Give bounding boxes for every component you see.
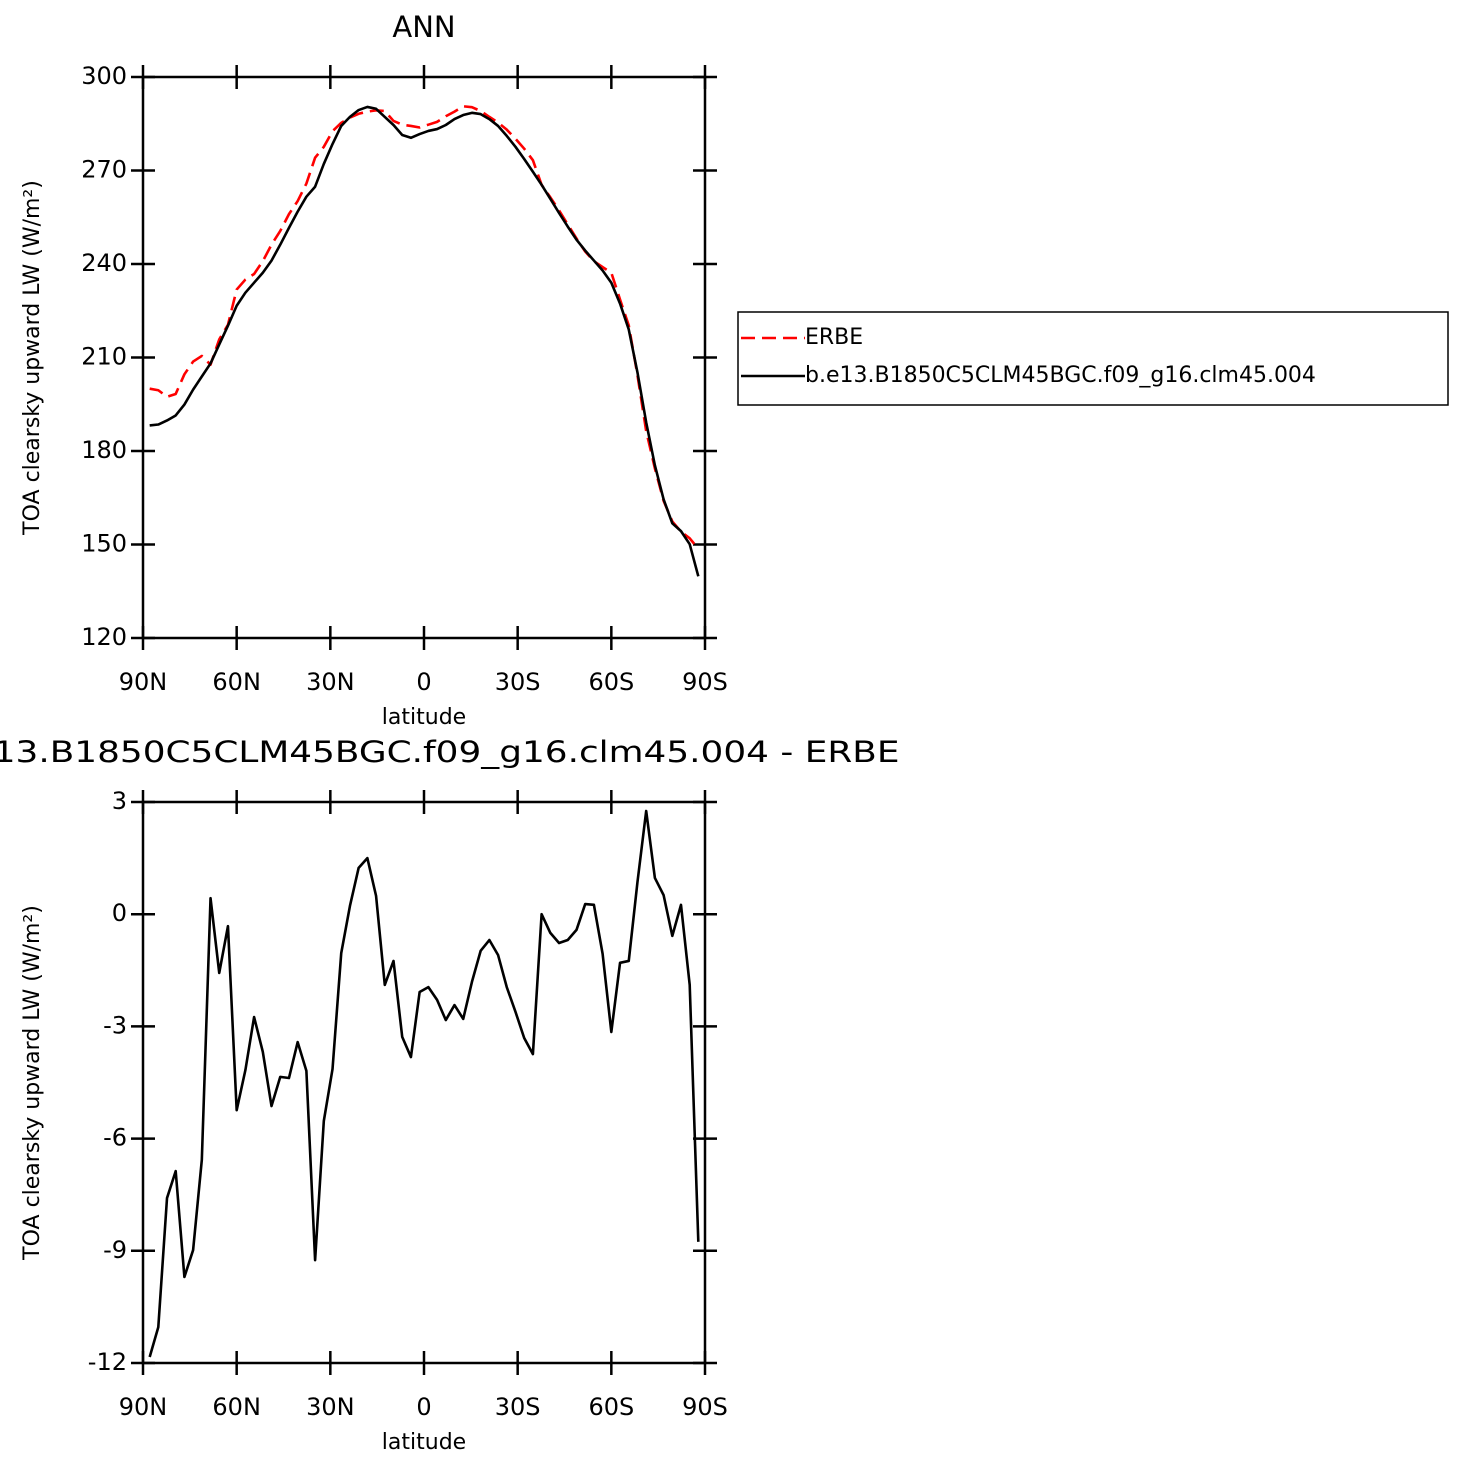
y-tick-label: 240: [81, 249, 127, 277]
x-tick-label: 60S: [588, 1393, 634, 1421]
x-tick-label: 0: [416, 668, 431, 696]
x-axis-label: latitude: [382, 705, 466, 730]
data-line: [149, 105, 700, 577]
y-tick-label: -9: [103, 1236, 127, 1264]
x-tick-label: 30S: [495, 1393, 541, 1421]
y-tick-label: -12: [88, 1348, 127, 1376]
x-tick-label: 60N: [212, 668, 261, 696]
x-tick-label: 90N: [119, 1393, 168, 1421]
x-axis-label: latitude: [382, 1430, 466, 1455]
x-tick-label: 90S: [682, 668, 728, 696]
x-tick-label: 60S: [588, 668, 634, 696]
plot-frame: [141, 75, 707, 640]
y-tick-label: 150: [81, 530, 127, 558]
y-axis-label: TOA clearsky upward LW (W/m²): [20, 180, 45, 536]
legend-box: [737, 311, 1449, 406]
y-tick-label: -3: [103, 1011, 127, 1039]
x-tick-label: 30N: [306, 1393, 355, 1421]
y-tick-label: 0: [112, 899, 127, 927]
y-tick-label: 270: [81, 156, 127, 184]
x-tick-label: 60N: [212, 1393, 261, 1421]
legend-label: ERBE: [805, 325, 863, 350]
plot-frame: [141, 800, 707, 1365]
legend: ERBE b.e13.B1850C5CLM45BGC.f09_g16.clm45.…: [737, 311, 1449, 406]
y-axis-label: TOA clearsky upward LW (W/m²): [20, 905, 45, 1261]
x-tick-label: 30S: [495, 668, 541, 696]
y-tick-label: 120: [81, 623, 127, 651]
data-line: [148, 809, 700, 1358]
legend-label: b.e13.B1850C5CLM45BGC.f09_g16.clm45.004: [805, 363, 1316, 388]
y-tick-label: 3: [112, 787, 127, 815]
y-tick-label: 180: [81, 436, 127, 464]
y-tick-label: -6: [103, 1124, 127, 1152]
y-tick-label: 210: [81, 343, 127, 371]
x-tick-label: 90N: [119, 668, 168, 696]
y-tick-label: 300: [81, 62, 127, 90]
chart-title: b.e13.B1850C5CLM45BGC.f09_g16.clm45.004 …: [0, 735, 900, 769]
x-tick-label: 30N: [306, 668, 355, 696]
x-tick-label: 90S: [682, 1393, 728, 1421]
x-tick-label: 0: [416, 1393, 431, 1421]
chart-title: ANN: [392, 10, 455, 44]
data-line: [149, 105, 700, 550]
